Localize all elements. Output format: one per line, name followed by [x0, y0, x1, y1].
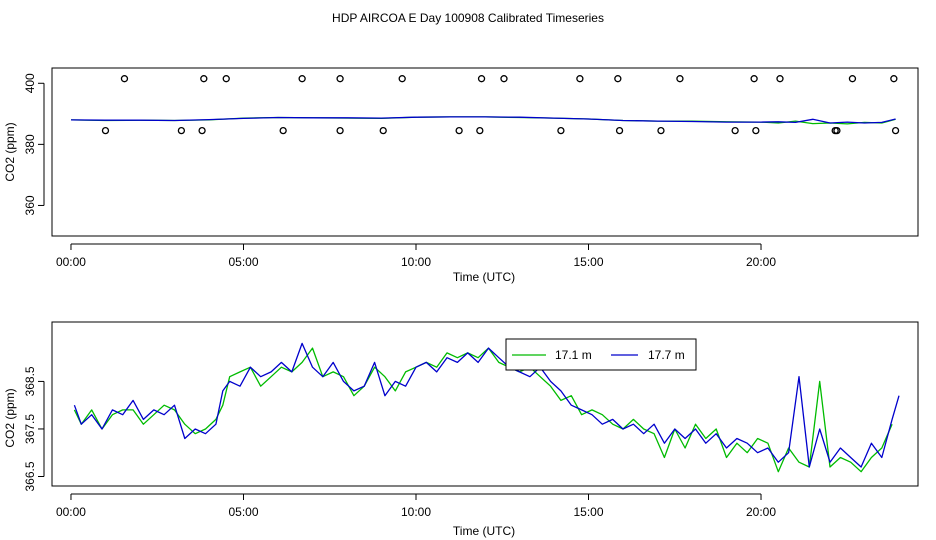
top-scatter-point — [833, 126, 841, 135]
top-panel: 00:00 05:00 10:00 15:00 20:00 360 380 400 Time… — [3, 67, 919, 284]
top-scatter-point — [379, 126, 387, 135]
top-scatter-point — [101, 126, 110, 135]
top-scatter-point — [750, 75, 758, 83]
top-scatter-point — [336, 75, 344, 83]
bottom-y-tick-label: 366.5 — [23, 461, 37, 491]
top-x-tick-label: 20:00 — [746, 255, 776, 269]
top-x-axis: 00:00 05:00 10:00 15:00 20:00 — [56, 243, 776, 269]
legend-label-17-7-m: 17.7 m — [648, 348, 685, 362]
top-series — [70, 75, 900, 135]
legend-label-17-1-m: 17.1 m — [555, 348, 592, 362]
top-plot-frame — [51, 67, 919, 237]
top-y-tick-label: 380 — [23, 134, 37, 154]
top-series-line-1 — [70, 116, 896, 124]
bottom-x-tick-label: 20:00 — [746, 505, 776, 519]
bottom-x-axis: 00:00 05:00 10:00 15:00 20:00 — [56, 493, 776, 519]
top-scatter-point — [298, 75, 306, 83]
top-scatter-point — [676, 75, 684, 83]
top-scatter-point — [891, 126, 900, 135]
top-scatter-point — [177, 126, 186, 135]
figure-title: HDP AIRCOA E Day 100908 Calibrated Times… — [332, 11, 604, 25]
top-y-axis-label: CO2 (ppm) — [3, 122, 17, 181]
top-x-tick-label: 05:00 — [228, 255, 258, 269]
top-y-tick-label: 400 — [23, 73, 37, 93]
top-scatter-point — [398, 75, 406, 83]
bottom-x-tick-label: 10:00 — [401, 505, 431, 519]
bottom-y-tick-label: 368.5 — [23, 366, 37, 396]
top-scatter-point — [279, 126, 287, 135]
bottom-x-tick-label: 00:00 — [56, 505, 86, 519]
top-scatter-point — [198, 126, 206, 135]
bottom-y-axis: 366.5 367.5 368.5 — [23, 366, 45, 492]
bottom-y-axis-label: CO2 (ppm) — [3, 388, 17, 447]
top-x-axis-label: Time (UTC) — [453, 270, 515, 284]
top-scatter-point — [477, 75, 486, 83]
legend: 17.1 m 17.7 m — [505, 338, 697, 371]
bottom-panel: 00:00 05:00 10:00 15:00 20:00 366.5 367.5 368.… — [3, 321, 919, 538]
bottom-x-tick-label: 05:00 — [228, 505, 258, 519]
top-scatter-point — [848, 75, 857, 83]
top-scatter-point — [614, 75, 622, 83]
top-scatter-point — [500, 75, 508, 83]
top-scatter-point — [557, 126, 565, 135]
top-scatter-point — [336, 126, 344, 135]
bottom-series-line-0 — [73, 347, 893, 473]
top-scatter-point — [120, 75, 129, 83]
top-scatter-point — [731, 126, 739, 135]
bottom-plot-frame — [51, 321, 919, 487]
top-scatter-point — [752, 126, 760, 135]
bottom-series — [73, 342, 900, 473]
top-scatter-point — [776, 75, 784, 83]
top-scatter-point — [576, 75, 584, 83]
top-x-tick-label: 00:00 — [56, 255, 86, 269]
bottom-y-tick-label: 367.5 — [23, 414, 37, 444]
top-scatter-point — [615, 126, 624, 135]
top-scatter-point — [476, 126, 484, 135]
top-scatter-point — [222, 75, 230, 83]
top-scatter-point — [657, 126, 665, 135]
bottom-series-line-1 — [73, 342, 900, 468]
top-scatter-point — [455, 126, 463, 135]
top-scatter-point — [200, 75, 208, 83]
top-x-tick-label: 10:00 — [401, 255, 431, 269]
bottom-x-axis-label: Time (UTC) — [453, 524, 515, 538]
top-x-tick-label: 15:00 — [573, 255, 603, 269]
top-scatter-point — [890, 75, 898, 83]
top-y-tick-label: 360 — [23, 195, 37, 215]
bottom-x-tick-label: 15:00 — [573, 505, 603, 519]
top-y-axis: 360 380 400 — [23, 73, 45, 215]
